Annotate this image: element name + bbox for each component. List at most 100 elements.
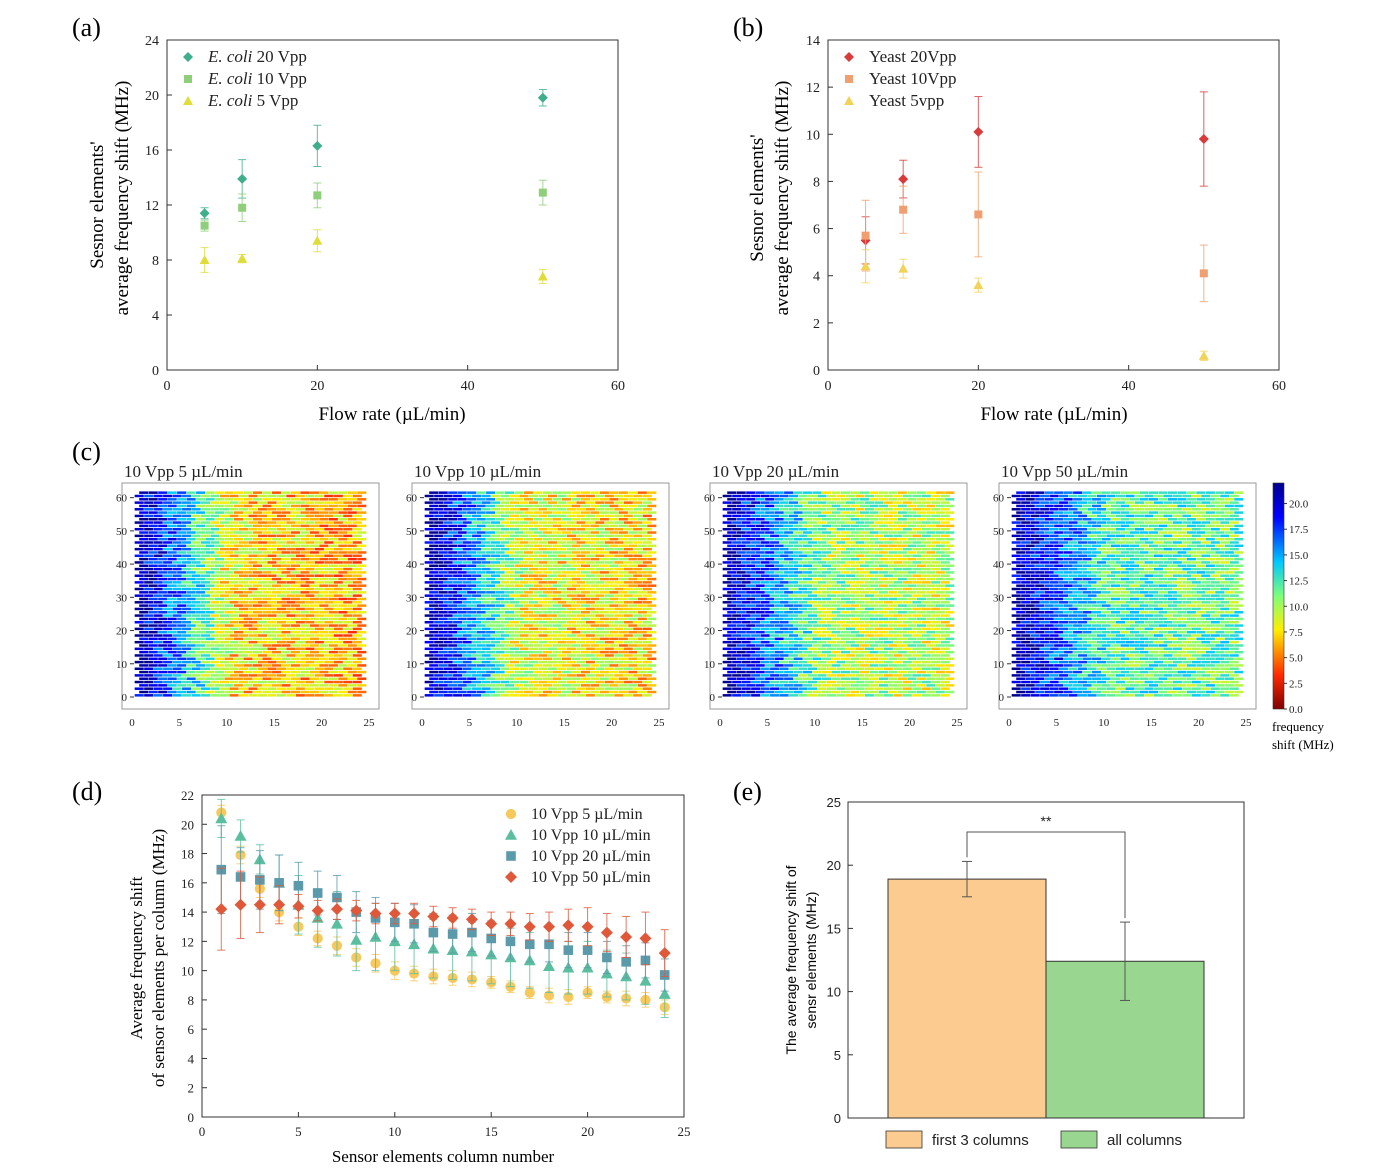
heatmap-cell xyxy=(495,591,505,594)
heatmap-cell xyxy=(845,561,855,564)
y-tick-label: 30 xyxy=(704,592,716,604)
heatmap-cell xyxy=(1044,690,1054,694)
heatmap-cell xyxy=(352,614,362,617)
heatmap-cell xyxy=(324,627,334,631)
heatmap-cell xyxy=(637,504,647,508)
heatmap-cell xyxy=(267,574,277,577)
heatmap-cell xyxy=(276,607,286,611)
heatmap-cell xyxy=(878,690,888,694)
heatmap-cell xyxy=(864,634,874,637)
heatmap-cell xyxy=(295,667,305,671)
heatmap-cell xyxy=(328,504,338,508)
heatmap-cell xyxy=(547,521,557,524)
heatmap-cell xyxy=(333,667,343,671)
heatmap-cell xyxy=(205,591,215,594)
heatmap-cell xyxy=(481,527,491,531)
heatmap-cell xyxy=(921,594,931,597)
heatmap-cell xyxy=(590,611,600,614)
heatmap-cell xyxy=(167,690,177,694)
heatmap-cell xyxy=(874,501,884,504)
heatmap-cell xyxy=(262,498,272,501)
heatmap-cell xyxy=(262,597,272,601)
heatmap-cell xyxy=(642,514,652,518)
heatmap-cell xyxy=(826,541,837,544)
heatmap-cell xyxy=(614,601,624,604)
heatmap-cell xyxy=(912,567,922,571)
heatmap-cell xyxy=(167,604,177,607)
heatmap-cell xyxy=(623,534,633,538)
heatmap-cell xyxy=(585,620,595,624)
heatmap-cell xyxy=(878,630,888,634)
heatmap-cell xyxy=(1025,611,1035,614)
heatmap-cell xyxy=(902,501,912,504)
heatmap-cell xyxy=(1044,577,1054,581)
heatmap-cell xyxy=(580,677,590,680)
heatmap-cell xyxy=(542,504,553,508)
heatmap-cell xyxy=(481,508,491,511)
heatmap-cell xyxy=(935,498,945,501)
heatmap-cell xyxy=(878,597,888,601)
heatmap-cell xyxy=(722,501,732,504)
heatmap-cell xyxy=(642,640,652,644)
heatmap-cell xyxy=(599,584,609,587)
heatmap-cell xyxy=(538,614,548,617)
heatmap-cell xyxy=(172,527,182,531)
heatmap-cell xyxy=(305,594,315,597)
heatmap-cell xyxy=(533,597,543,601)
heatmap-cell xyxy=(462,534,472,538)
y-tick-label: 60 xyxy=(116,493,128,505)
heatmap-cell xyxy=(276,541,286,544)
heatmap-cell xyxy=(215,657,225,661)
heatmap-cell xyxy=(495,504,505,508)
heatmap-cell xyxy=(878,637,888,641)
heatmap-cell xyxy=(935,611,945,614)
heatmap-cell xyxy=(722,660,732,664)
heatmap-cell xyxy=(741,654,751,657)
heatmap-cell xyxy=(210,541,220,544)
heatmap-cell xyxy=(647,551,657,554)
heatmap-cell xyxy=(519,494,529,498)
heatmap-cell xyxy=(219,607,230,611)
heatmap-cell xyxy=(826,680,837,684)
heatmap-cell xyxy=(314,647,324,651)
heatmap-cell xyxy=(874,561,884,564)
heatmap-cell xyxy=(234,564,244,568)
heatmap-cell xyxy=(732,660,742,664)
heatmap-cell xyxy=(347,630,357,634)
heatmap-cell xyxy=(500,534,510,538)
heatmap-cell xyxy=(448,670,458,674)
heatmap-cell xyxy=(864,654,874,657)
heatmap-cell xyxy=(618,650,628,654)
heatmap-cell xyxy=(1035,524,1045,528)
heatmap-cell xyxy=(604,547,614,551)
heatmap-cell xyxy=(524,677,534,680)
heatmap-cell xyxy=(271,564,282,568)
heatmap-cell xyxy=(167,584,177,587)
heatmap-cell xyxy=(869,498,879,501)
heatmap-cell xyxy=(1025,670,1035,674)
heatmap-cell xyxy=(357,604,367,607)
heatmap-cell xyxy=(153,501,163,504)
heatmap-cell xyxy=(215,611,225,614)
heatmap-cell xyxy=(528,508,539,511)
heatmap-cell xyxy=(319,511,329,514)
heatmap-cell xyxy=(609,537,619,541)
heatmap-cell xyxy=(855,567,865,571)
heatmap-cell xyxy=(357,630,367,634)
heatmap-cell xyxy=(319,551,329,554)
heatmap-cell xyxy=(205,630,215,634)
heatmap-cell xyxy=(153,594,163,597)
heatmap-cell xyxy=(163,514,173,518)
heatmap-cell xyxy=(276,514,286,518)
heatmap-cell xyxy=(357,517,367,521)
heatmap-cell xyxy=(921,541,931,544)
heatmap-cell xyxy=(628,571,638,574)
heatmap-cell xyxy=(205,531,215,534)
heatmap-cell xyxy=(300,504,310,508)
heatmap-cell xyxy=(476,664,486,667)
heatmap-cell xyxy=(542,584,553,587)
heatmap-cell xyxy=(134,601,144,604)
heatmap-cell xyxy=(457,630,467,634)
heatmap-cell xyxy=(576,607,586,611)
heatmap-cell xyxy=(457,597,467,601)
